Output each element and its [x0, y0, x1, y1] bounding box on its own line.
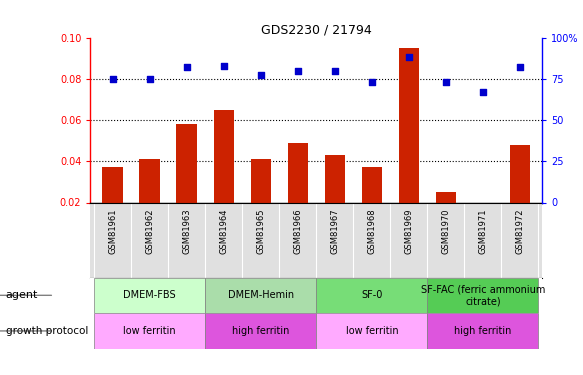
- Bar: [287, 143, 308, 202]
- Bar: [436, 192, 456, 202]
- Text: agent: agent: [6, 290, 38, 300]
- Bar: [213, 110, 234, 202]
- Point: [478, 89, 487, 95]
- Bar: [427, 313, 539, 349]
- Point: [256, 72, 265, 78]
- Bar: [325, 155, 345, 203]
- Bar: [94, 313, 205, 349]
- Text: DMEM-Hemin: DMEM-Hemin: [228, 290, 294, 300]
- Bar: [473, 202, 493, 223]
- Text: SF-0: SF-0: [361, 290, 382, 300]
- Bar: [427, 278, 539, 313]
- Bar: [205, 313, 316, 349]
- Point: [293, 68, 303, 74]
- Text: GSM81961: GSM81961: [108, 209, 117, 254]
- Bar: [399, 48, 419, 202]
- Title: GDS2230 / 21794: GDS2230 / 21794: [261, 23, 371, 36]
- Text: GSM81963: GSM81963: [182, 209, 191, 254]
- Bar: [205, 278, 316, 313]
- Text: GSM81970: GSM81970: [441, 209, 451, 254]
- Text: high ferritin: high ferritin: [232, 326, 289, 336]
- Point: [219, 63, 229, 69]
- Text: growth protocol: growth protocol: [6, 326, 88, 336]
- Text: high ferritin: high ferritin: [454, 326, 512, 336]
- Text: SF-FAC (ferric ammonium
citrate): SF-FAC (ferric ammonium citrate): [421, 285, 545, 306]
- Bar: [510, 145, 530, 202]
- Bar: [317, 278, 427, 313]
- Bar: [177, 124, 197, 202]
- Text: GSM81972: GSM81972: [515, 209, 525, 254]
- Bar: [251, 159, 271, 203]
- Text: GSM81964: GSM81964: [219, 209, 228, 254]
- Text: GSM81962: GSM81962: [145, 209, 154, 254]
- Text: low ferritin: low ferritin: [124, 326, 176, 336]
- Text: GSM81967: GSM81967: [331, 209, 339, 254]
- Point: [330, 68, 339, 74]
- Text: DMEM-FBS: DMEM-FBS: [124, 290, 176, 300]
- Point: [182, 64, 191, 70]
- Bar: [361, 168, 382, 202]
- Text: low ferritin: low ferritin: [346, 326, 398, 336]
- Point: [441, 79, 451, 85]
- Text: GSM81971: GSM81971: [479, 209, 487, 254]
- Point: [108, 76, 117, 82]
- Point: [515, 64, 525, 70]
- Text: GSM81966: GSM81966: [293, 209, 302, 254]
- Bar: [139, 159, 160, 203]
- Point: [404, 54, 413, 60]
- Text: GSM81968: GSM81968: [367, 209, 377, 254]
- Text: GSM81965: GSM81965: [256, 209, 265, 254]
- Bar: [94, 278, 205, 313]
- Point: [367, 79, 377, 85]
- Bar: [103, 168, 123, 202]
- Text: GSM81969: GSM81969: [405, 209, 413, 254]
- Bar: [317, 313, 427, 349]
- Point: [145, 76, 154, 82]
